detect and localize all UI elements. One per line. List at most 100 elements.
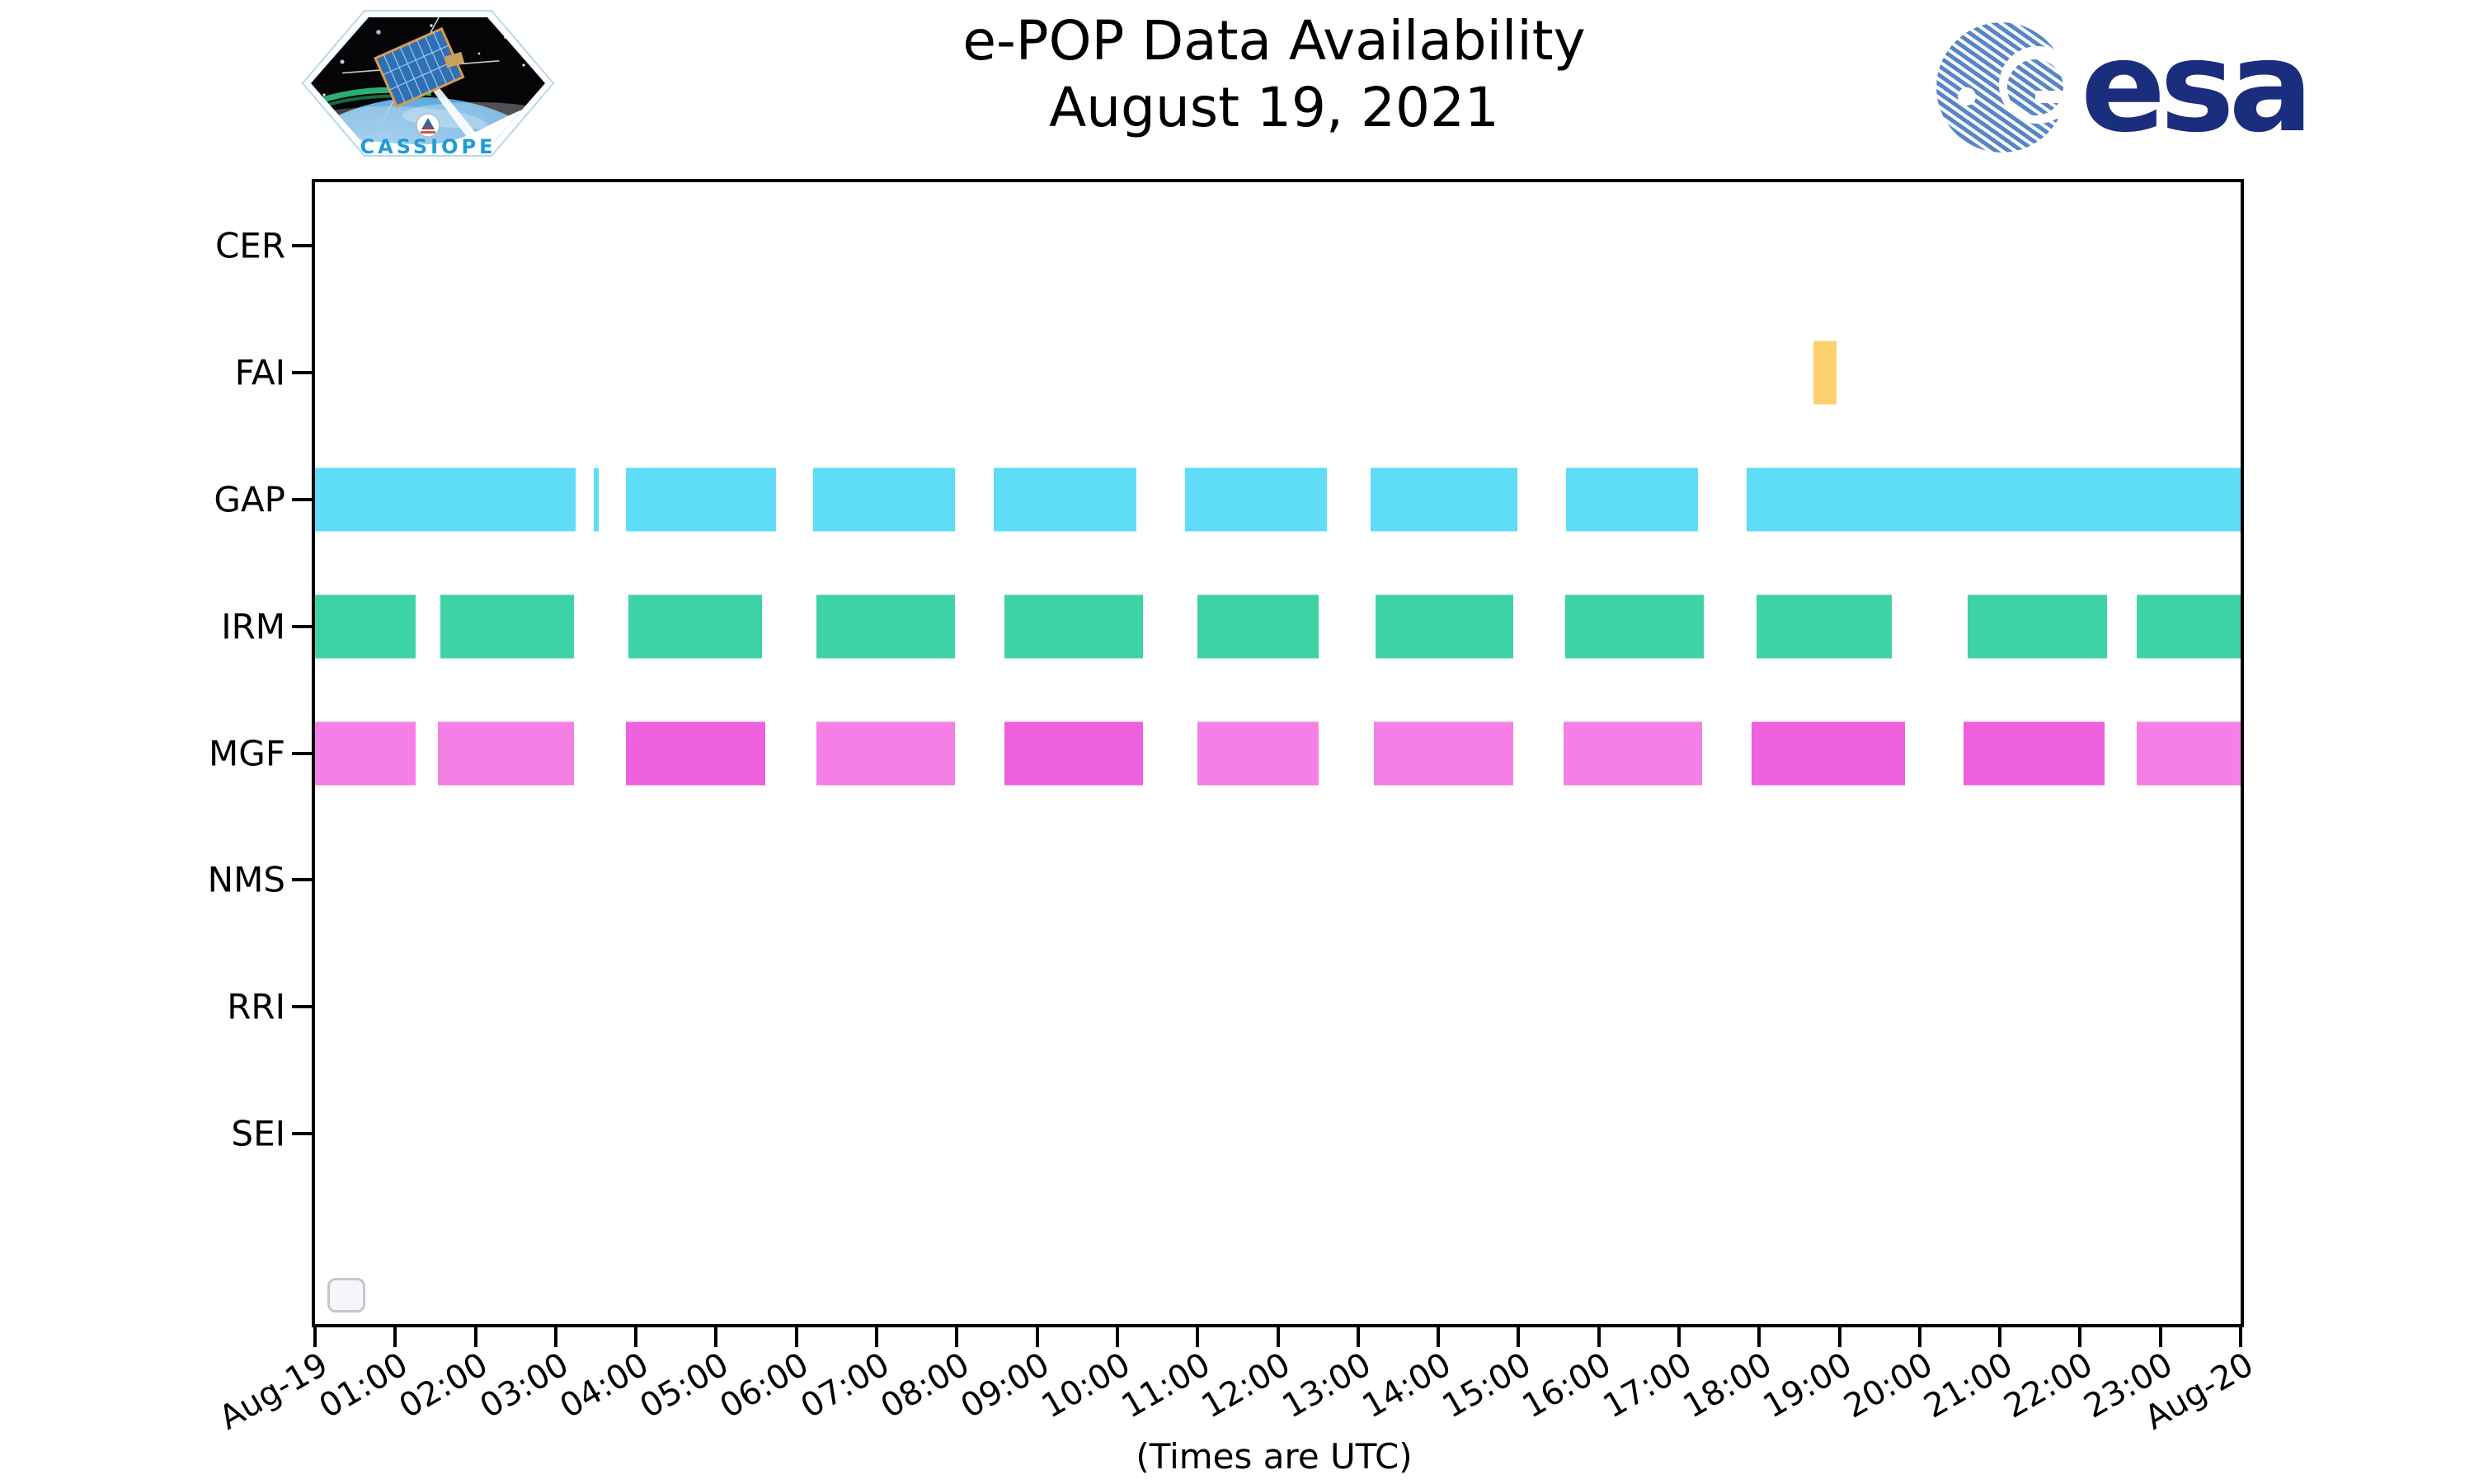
x-tick — [955, 1327, 959, 1347]
x-tick — [1276, 1327, 1280, 1347]
x-label-text: 15:00 — [1436, 1345, 1538, 1426]
availability-bar-irm — [1968, 594, 2107, 659]
availability-bar-gap — [593, 467, 600, 532]
x-label-text: 02:00 — [393, 1345, 495, 1426]
x-tick — [473, 1327, 477, 1347]
x-label-text: 11:00 — [1115, 1345, 1217, 1426]
availability-bar-mgf — [1374, 721, 1513, 785]
x-tick — [1998, 1327, 2002, 1347]
availability-bar-mgf — [1751, 721, 1906, 785]
chart-title: e-POP Data Availability August 19, 2021 — [962, 8, 1585, 141]
y-tick — [292, 624, 312, 628]
availability-bar-mgf — [1004, 721, 1144, 785]
availability-bar-mgf — [1197, 721, 1319, 785]
availability-bar-irm — [2137, 594, 2241, 659]
availability-bar-gap — [315, 467, 576, 532]
availability-bar-mgf — [816, 721, 956, 785]
x-label-text: 09:00 — [954, 1345, 1056, 1426]
x-tick — [1517, 1327, 1521, 1347]
x-label-text: 07:00 — [794, 1345, 896, 1426]
x-tick — [1677, 1327, 1681, 1347]
availability-bar-irm — [1197, 594, 1319, 659]
availability-bar-gap — [994, 467, 1137, 532]
x-tick — [1356, 1327, 1360, 1347]
x-label-text: 10:00 — [1035, 1345, 1136, 1426]
plot-area: CER FAI GAP IRM MGF NMS RRI SEI Aug-19 01:00 02:00… — [208, 179, 2260, 1438]
x-tick — [634, 1327, 638, 1347]
chart-title-line1: e-POP Data Availability — [962, 9, 1586, 73]
availability-bar-mgf — [625, 721, 765, 785]
availability-bar-mgf — [1964, 721, 2105, 785]
x-tick — [1437, 1327, 1441, 1347]
x-tick — [1837, 1327, 1841, 1347]
availability-bar-gap — [1371, 467, 1518, 532]
x-tick — [794, 1327, 798, 1347]
cassiope-patch-logo: CASSIOPE — [299, 4, 557, 162]
x-label-text: 16:00 — [1516, 1345, 1618, 1426]
y-label-sei: SEI — [231, 1113, 285, 1154]
x-label-text: 01:00 — [313, 1345, 415, 1426]
x-tick — [1115, 1327, 1119, 1347]
y-label-fai: FAI — [234, 352, 285, 393]
x-tick — [2239, 1327, 2242, 1347]
x-tick — [2158, 1327, 2162, 1347]
y-tick — [292, 370, 312, 374]
cassiope-patch-art: CASSIOPE — [301, 10, 555, 158]
availability-bar-gap — [1184, 467, 1327, 532]
availability-bar-fai — [1813, 340, 1837, 405]
axis-caption: (Times are UTC) — [1136, 1436, 1413, 1477]
y-label-nms: NMS — [207, 859, 285, 900]
x-tick — [1757, 1327, 1761, 1347]
x-label-text: 03:00 — [473, 1345, 575, 1426]
x-tick — [1035, 1327, 1039, 1347]
x-label-text: 13:00 — [1275, 1345, 1377, 1426]
x-tick — [553, 1327, 557, 1347]
availability-bar-gap — [813, 467, 956, 532]
esa-logo: esa — [1935, 14, 2313, 160]
y-label-gap: GAP — [214, 479, 285, 520]
availability-bar-irm — [628, 594, 762, 659]
availability-bar-mgf — [2137, 721, 2241, 785]
x-label-text: 21:00 — [1917, 1345, 2020, 1426]
x-tick — [313, 1327, 317, 1347]
availability-bar-mgf — [315, 721, 416, 785]
x-tick — [875, 1327, 879, 1347]
x-label-text: 14:00 — [1356, 1345, 1458, 1426]
x-label-text: 05:00 — [633, 1345, 736, 1426]
availability-bar-gap — [625, 467, 777, 532]
availability-bar-irm — [1757, 594, 1892, 659]
cassiope-patch-label: CASSIOPE — [360, 135, 496, 158]
esa-globe-icon — [1936, 22, 2067, 153]
x-label-text: 19:00 — [1757, 1345, 1859, 1426]
legend-box — [327, 1278, 365, 1313]
y-label-cer: CER — [214, 225, 285, 266]
x-tick — [1597, 1327, 1601, 1347]
x-label-text: 20:00 — [1837, 1345, 1939, 1426]
x-tick — [714, 1327, 718, 1347]
y-tick — [292, 878, 312, 882]
x-tick — [393, 1327, 397, 1347]
y-label-irm: IRM — [221, 606, 285, 647]
x-label-text: 08:00 — [874, 1345, 976, 1426]
x-label-text: 17:00 — [1597, 1345, 1698, 1426]
y-tick — [292, 751, 312, 755]
x-label-text: 04:00 — [553, 1345, 656, 1426]
availability-bar-mgf — [1563, 721, 1703, 785]
y-label-mgf: MGF — [209, 733, 285, 773]
x-label-text: 18:00 — [1677, 1345, 1779, 1426]
x-tick — [2078, 1327, 2082, 1347]
x-label-text: 22:00 — [1997, 1345, 2100, 1426]
x-label-text: 06:00 — [713, 1345, 816, 1426]
y-tick — [292, 243, 312, 247]
availability-bar-irm — [1564, 594, 1705, 659]
y-label-rri: RRI — [227, 986, 285, 1027]
availability-bar-irm — [1376, 594, 1513, 659]
y-tick — [292, 1005, 312, 1009]
x-tick — [1196, 1327, 1200, 1347]
chart-title-line2: August 19, 2021 — [1049, 75, 1499, 139]
esa-wordmark: esa — [2081, 14, 2313, 160]
y-tick — [292, 497, 312, 501]
availability-bar-gap — [1565, 467, 1699, 532]
availability-bar-irm — [315, 594, 416, 659]
